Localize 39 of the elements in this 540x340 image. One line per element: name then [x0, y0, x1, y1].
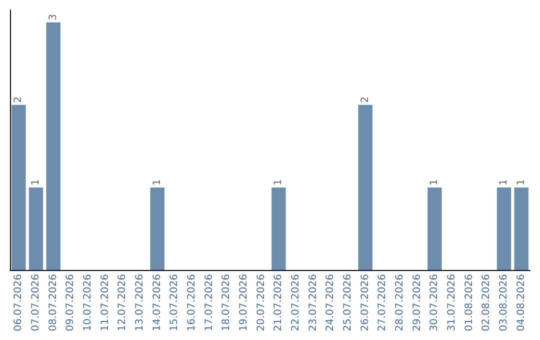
x-tick-label: 26.07.2026 [360, 274, 371, 332]
data-label: 1 [30, 179, 42, 186]
x-tick-label: 28.07.2026 [394, 274, 406, 332]
x-tick-label: 12.07.2026 [117, 274, 128, 332]
x-tick-label: 13.07.2026 [134, 274, 146, 332]
x-tick-label: 11.07.2026 [100, 274, 111, 332]
data-label: 1 [152, 179, 163, 186]
data-label: 2 [360, 96, 371, 103]
data-label: 1 [516, 179, 527, 186]
x-tick-label: 10.07.2026 [82, 274, 94, 332]
x-tick-label: 02.08.2026 [481, 274, 492, 332]
x-tick-label: 23.07.2026 [308, 274, 319, 332]
x-tick-label: 07.07.2026 [30, 274, 42, 332]
x-tick-label: 20.07.2026 [256, 274, 267, 332]
x-tick-label: 18.07.2026 [221, 274, 232, 332]
x-tick-label: 16.07.2026 [186, 274, 198, 332]
data-label: 2 [13, 96, 24, 103]
x-tick-label: 31.07.2026 [446, 274, 458, 332]
x-tick-label: 04.08.2026 [516, 274, 527, 332]
x-tick-label: 17.07.2026 [204, 274, 215, 332]
x-tick-label: 30.07.2026 [429, 274, 440, 332]
x-tick-label: 27.07.2026 [377, 274, 388, 332]
x-tick-label: 03.08.2026 [498, 274, 510, 332]
x-tick-label: 15.07.2026 [169, 274, 180, 332]
x-tick-label: 08.07.2026 [48, 274, 59, 332]
data-label: 1 [498, 179, 510, 186]
x-tick-label: 25.07.2026 [342, 274, 354, 332]
x-tick-label: 22.07.2026 [290, 274, 302, 332]
x-tick-label: 29.07.2026 [412, 274, 423, 332]
x-tick-label: 24.07.2026 [325, 274, 336, 332]
data-label: 1 [273, 179, 284, 186]
x-tick-label: 21.07.2026 [273, 274, 284, 332]
x-tick-label: 14.07.2026 [152, 274, 163, 332]
data-label: 3 [48, 14, 59, 20]
x-tick-label: 09.07.2026 [65, 274, 76, 332]
data-label: 1 [429, 179, 440, 186]
x-tick-label: 19.07.2026 [238, 274, 250, 332]
x-tick-label: 01.08.2026 [464, 274, 475, 332]
x-tick-label: 06.07.2026 [13, 274, 24, 332]
